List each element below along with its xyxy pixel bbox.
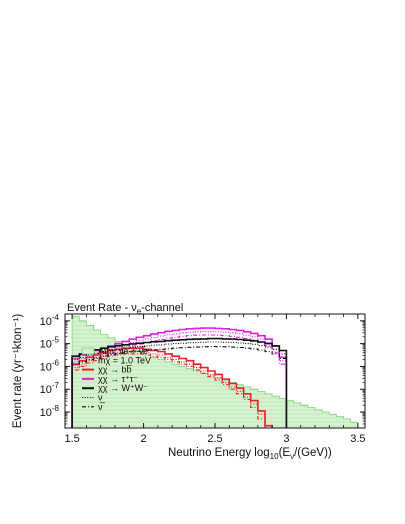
series-bb-line <box>71 347 273 428</box>
tick-layer: 1.5 2 2.5 3 3.5 10-4 10-5 10-6 10-7 10-8 <box>40 313 366 445</box>
y-tick-label: 10-6 <box>40 358 60 373</box>
series-tautau-nu-line <box>71 331 287 428</box>
y-tick-label: 10-8 <box>40 404 60 419</box>
legend-entry-mass: mχ = 1.0 TeV <box>98 355 151 365</box>
x-axis-title: Neutrino Energy log10(Eν/(GeV)) <box>168 447 332 461</box>
series-layer <box>71 315 359 428</box>
legend-label: ν̅ <box>98 402 106 412</box>
x-tick-label: 3.5 <box>350 433 365 445</box>
x-tick-label: 1.5 <box>64 433 79 445</box>
x-tick-label: 2 <box>141 433 147 445</box>
legend-entry-tautau: χχ → τ⁺τ⁻ <box>82 374 138 384</box>
legend-entry-bb: χχ → bb̅ <box>82 365 132 375</box>
y-tick-label: 10-7 <box>40 381 60 396</box>
chart-title: Event Rate - νe-channel <box>67 302 183 316</box>
series-ww-nubar-line <box>71 346 287 428</box>
series-ww-nubar <box>71 346 287 428</box>
y-tick-label: 10-4 <box>40 313 60 328</box>
series-ww <box>71 337 288 428</box>
y-axis-title: Event rate (yr⁻¹kton⁻¹) <box>12 314 24 429</box>
series-bb-nubar <box>71 353 266 428</box>
legend-entry-atm: Atm. νe + ν̅e <box>81 346 148 356</box>
legend-entry-nu: ν <box>82 393 103 403</box>
legend-entry-ww: χχ → W⁺W⁻ <box>82 383 148 393</box>
series-ww-line <box>71 337 288 428</box>
legend-label: mχ = 1.0 TeV <box>98 355 151 365</box>
legend-swatch <box>81 347 95 355</box>
legend-label: Atm. νe + ν̅e <box>98 346 148 356</box>
legend-label: χχ → τ⁺τ⁻ <box>98 374 138 384</box>
x-tick-label: 3 <box>283 433 289 445</box>
series-bb-nubar-line <box>71 353 266 428</box>
legend-entry-nubar: ν̅ <box>82 402 106 412</box>
series-tautau-nu <box>71 331 287 428</box>
series-bb <box>71 347 273 428</box>
x-tick-label: 2.5 <box>207 433 222 445</box>
y-tick-label: 10-5 <box>40 336 60 351</box>
legend-label: ν <box>98 393 103 403</box>
legend-label: χχ → bb̅ <box>98 365 132 375</box>
legend-label: χχ → W⁺W⁻ <box>98 383 148 393</box>
